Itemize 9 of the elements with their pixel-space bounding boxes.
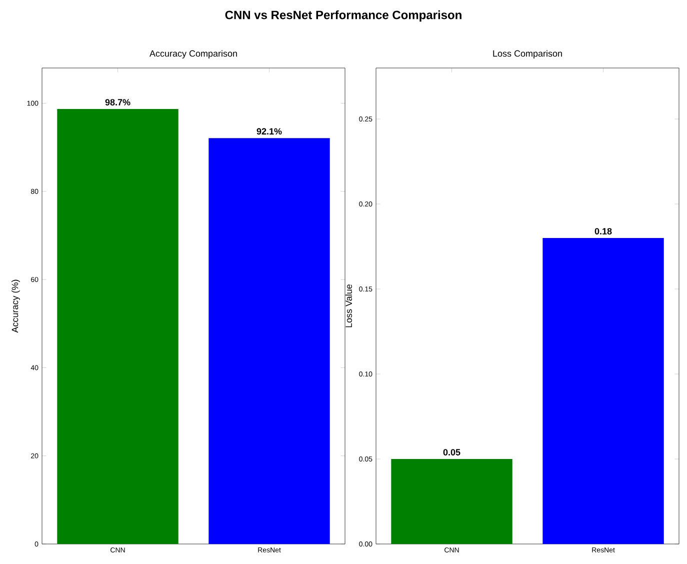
- text: CNN vs ResNet Performance Comparison: [225, 10, 462, 22]
- y-axis-title: Loss Value: [345, 284, 352, 328]
- data-label: 92.1%: [256, 128, 282, 135]
- data-label: 0.18: [594, 228, 612, 234]
- data-label: 98.7%: [105, 99, 130, 106]
- chart-title: Accuracy Comparison: [150, 50, 237, 58]
- chart-title: Loss Comparison: [493, 50, 562, 58]
- data-label: 0.05: [443, 449, 460, 456]
- y-axis-title: Accuracy (%): [12, 280, 20, 333]
